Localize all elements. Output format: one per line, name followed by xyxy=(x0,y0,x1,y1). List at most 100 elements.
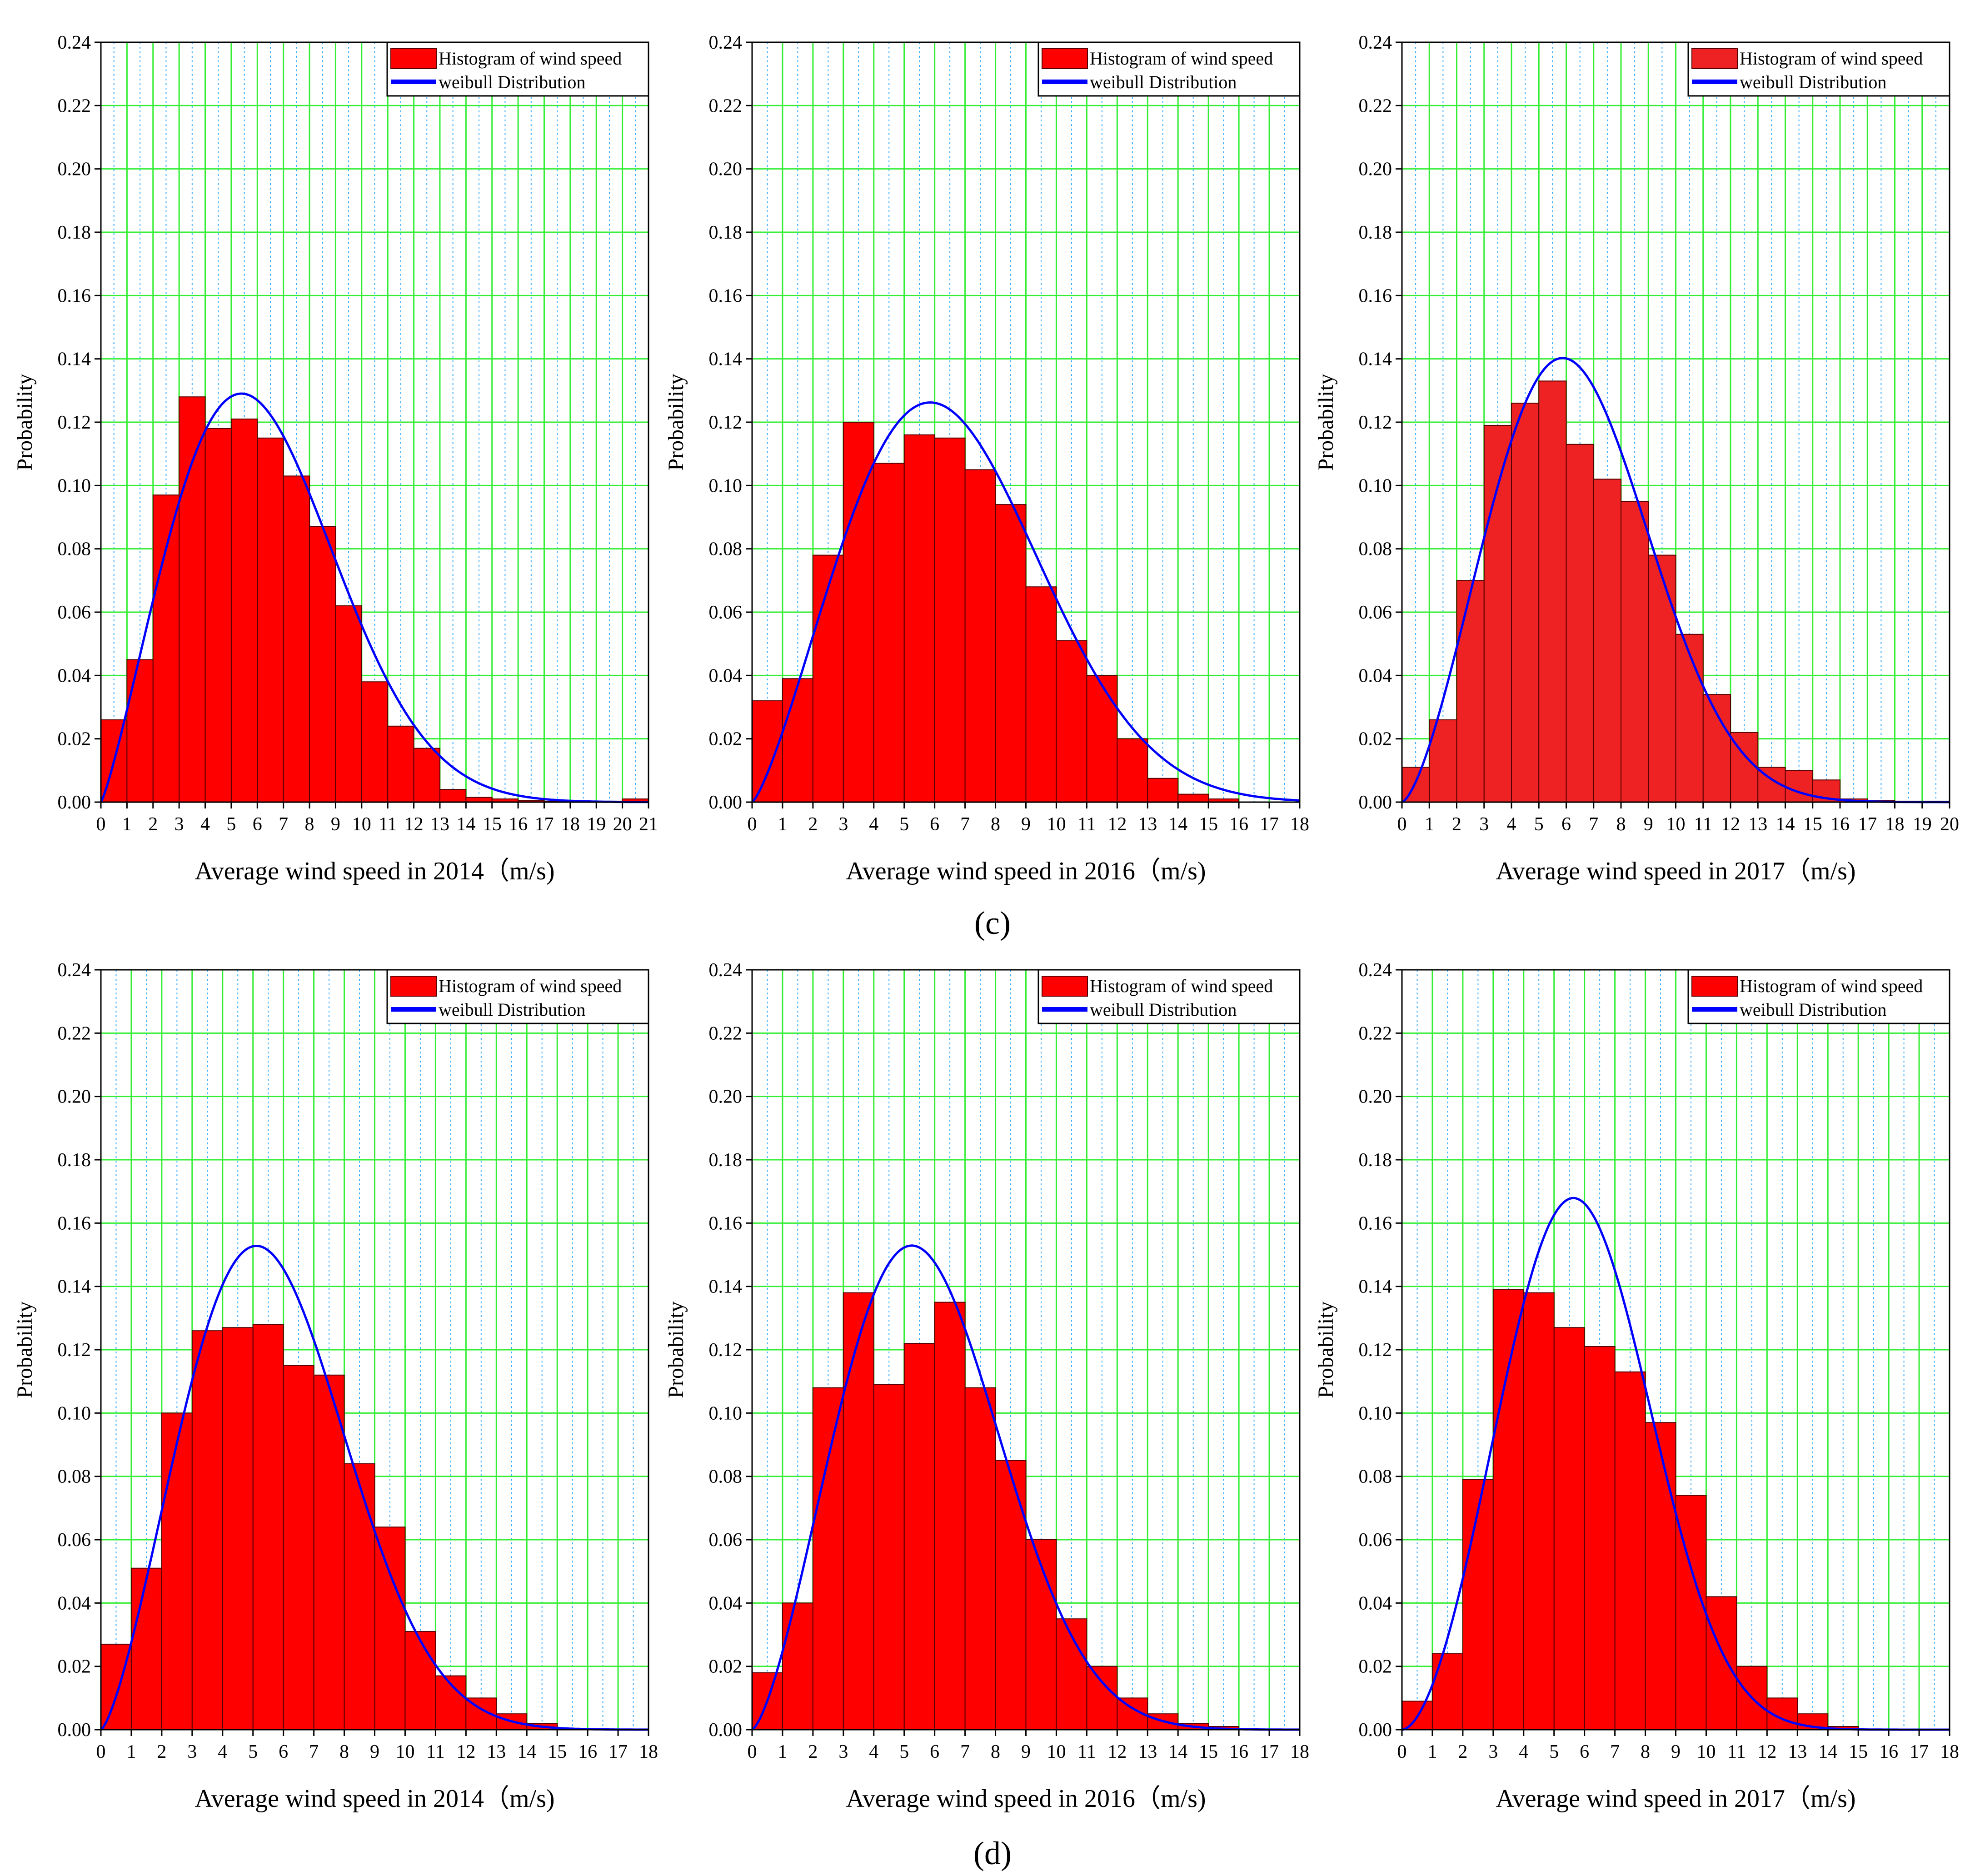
chart-2-bar xyxy=(1456,580,1485,803)
chart-4-x-tick-label: 9 xyxy=(1021,1741,1031,1762)
chart-5-legend-curve-label: weibull Distribution xyxy=(1740,999,1886,1020)
chart-1-x-tick-label: 10 xyxy=(1047,814,1066,835)
chart-0-x-tick-label: 13 xyxy=(430,814,449,835)
chart-1-x-tick-label: 12 xyxy=(1107,814,1127,835)
chart-2-x-tick-label: 14 xyxy=(1776,814,1795,835)
chart-3-x-tick-label: 0 xyxy=(96,1741,106,1762)
chart-1-legend-hist-swatch xyxy=(1042,48,1088,69)
chart-3-y-tick-label: 0.00 xyxy=(58,1720,91,1741)
chart-2-x-tick-label: 7 xyxy=(1589,814,1598,835)
chart-3-weibull-curve xyxy=(100,1245,648,1731)
caption-d: (d) xyxy=(973,1835,1012,1871)
chart-1-y-tick-label: 0.08 xyxy=(709,539,743,560)
chart-1-bar xyxy=(873,463,905,803)
chart-1-legend: Histogram of wind speed weibull Distribut… xyxy=(1037,41,1301,97)
chart-4-y-axis-label: Probability xyxy=(664,1301,688,1398)
chart-2-legend: Histogram of wind speed weibull Distribut… xyxy=(1687,41,1950,97)
chart-3-legend-hist-label: Histogram of wind speed xyxy=(439,976,622,996)
chart-5-bar xyxy=(1523,1292,1555,1731)
chart-0-x-tick-label: 16 xyxy=(509,814,528,835)
chart-4-y-tick-label: 0.20 xyxy=(709,1087,743,1108)
chart-4-y-tick-label: 0.12 xyxy=(709,1340,743,1361)
chart-1-x-tick-label: 14 xyxy=(1168,814,1187,835)
chart-2: 0.00 0.02 0.04 0.06 0.08 0.10 0.12 0.14 0.16 0.18… xyxy=(1314,32,1959,885)
chart-0-bar xyxy=(309,526,336,803)
chart-1-legend-curve-label: weibull Distribution xyxy=(1090,72,1237,92)
chart-3-legend-curve-label: weibull Distribution xyxy=(439,999,585,1020)
chart-0-x-tick-label: 9 xyxy=(331,814,340,835)
chart-4-legend-hist-label: Histogram of wind speed xyxy=(1090,976,1273,996)
chart-2-y-tick-label: 0.14 xyxy=(1359,349,1392,370)
chart-5-y-tick-label: 0.16 xyxy=(1359,1213,1392,1234)
chart-1-y-tick-label: 0.18 xyxy=(709,222,743,243)
chart-0-x-tick-label: 20 xyxy=(613,814,632,835)
chart-4-bar xyxy=(1086,1666,1118,1731)
chart-2-bar xyxy=(1785,770,1813,803)
chart-1-y-tick-label: 0.16 xyxy=(709,285,743,306)
chart-5-x-tick-label: 9 xyxy=(1671,1741,1681,1762)
chart-3-x-tick-label: 5 xyxy=(248,1741,258,1762)
chart-3-x-tick-label: 10 xyxy=(395,1741,414,1762)
chart-0-y-tick-label: 0.22 xyxy=(58,95,91,116)
chart-2-bar xyxy=(1401,767,1430,803)
chart-0-bar xyxy=(335,605,362,803)
chart-5-legend-hist-swatch xyxy=(1691,976,1738,997)
chart-3-x-tick-label: 4 xyxy=(218,1741,227,1762)
chart-0-y-tick-label: 0.14 xyxy=(58,349,91,370)
chart-0-y-axis-label: Probability xyxy=(13,374,37,470)
chart-2-x-tick-label: 17 xyxy=(1858,814,1877,835)
chart-0-y-tick-label: 0.04 xyxy=(58,665,91,686)
chart-2-legend-hist-swatch xyxy=(1691,48,1738,69)
chart-2-x-tick-label: 3 xyxy=(1479,814,1489,835)
chart-4-x-tick-label: 10 xyxy=(1047,1741,1066,1762)
chart-2-y-tick-label: 0.22 xyxy=(1359,95,1392,116)
chart-1-bar xyxy=(1025,586,1057,803)
chart-0-bar xyxy=(230,419,258,803)
chart-0-y-tick-label: 0.02 xyxy=(58,729,91,750)
chart-4-x-tick-label: 0 xyxy=(748,1741,757,1762)
chart-2-x-tick-label: 5 xyxy=(1534,814,1544,835)
chart-2-y-tick-label: 0.08 xyxy=(1359,539,1392,560)
chart-5-x-axis-label: Average wind speed in 2017（m/s) xyxy=(1496,1785,1855,1813)
chart-3-bar xyxy=(283,1365,314,1730)
chart-3-y-tick-label: 0.06 xyxy=(58,1530,91,1551)
chart-1-y-tick-label: 0.04 xyxy=(709,665,743,686)
chart-4-x-tick-label: 15 xyxy=(1199,1741,1218,1762)
chart-0-y-tick-label: 0.24 xyxy=(58,32,91,53)
chart-3-y-axis-label: Probability xyxy=(13,1301,37,1398)
chart-3-x-tick-label: 16 xyxy=(578,1741,597,1762)
chart-4-bar xyxy=(812,1387,844,1731)
chart-1-bar xyxy=(843,422,874,803)
chart-2-x-tick-label: 20 xyxy=(1940,814,1959,835)
chart-0-bar xyxy=(439,789,467,803)
chart-2-bar xyxy=(1483,424,1512,803)
chart-2-legend-hist-label: Histogram of wind speed xyxy=(1740,48,1923,69)
chart-5-x-tick-label: 13 xyxy=(1788,1741,1807,1762)
chart-1-bar xyxy=(934,437,966,803)
chart-5-x-tick-label: 3 xyxy=(1488,1741,1498,1762)
chart-2-x-tick-label: 1 xyxy=(1425,814,1434,835)
chart-0-x-tick-label: 21 xyxy=(639,814,658,835)
chart-2-y-tick-label: 0.00 xyxy=(1359,792,1392,813)
chart-3-legend: Histogram of wind speed weibull Distribut… xyxy=(386,969,649,1024)
chart-1-y-tick-label: 0.24 xyxy=(709,32,743,53)
chart-5-bar xyxy=(1492,1289,1524,1730)
chart-1-bar xyxy=(1086,675,1118,803)
chart-5-x-tick-label: 16 xyxy=(1879,1741,1898,1762)
chart-1-y-tick-label: 0.10 xyxy=(709,475,743,496)
chart-5-x-tick-label: 10 xyxy=(1696,1741,1716,1762)
chart-4-bar xyxy=(1025,1539,1057,1730)
chart-1-y-tick-label: 0.22 xyxy=(709,95,743,116)
chart-2-bar xyxy=(1621,501,1649,803)
chart-1-x-tick-label: 7 xyxy=(960,814,970,835)
chart-4-x-tick-label: 1 xyxy=(778,1741,787,1762)
chart-2-y-tick-label: 0.16 xyxy=(1359,285,1392,306)
chart-1-y-tick-label: 0.12 xyxy=(709,412,743,433)
chart-0-y-tick-label: 0.06 xyxy=(58,602,91,623)
chart-5-y-tick-label: 0.00 xyxy=(1359,1720,1392,1741)
chart-2-x-tick-label: 16 xyxy=(1830,814,1850,835)
chart-3-bar xyxy=(161,1412,193,1730)
chart-2-x-tick-label: 6 xyxy=(1561,814,1571,835)
chart-4-x-tick-label: 11 xyxy=(1077,1741,1096,1762)
chart-0-y-tick-label: 0.18 xyxy=(58,222,91,243)
